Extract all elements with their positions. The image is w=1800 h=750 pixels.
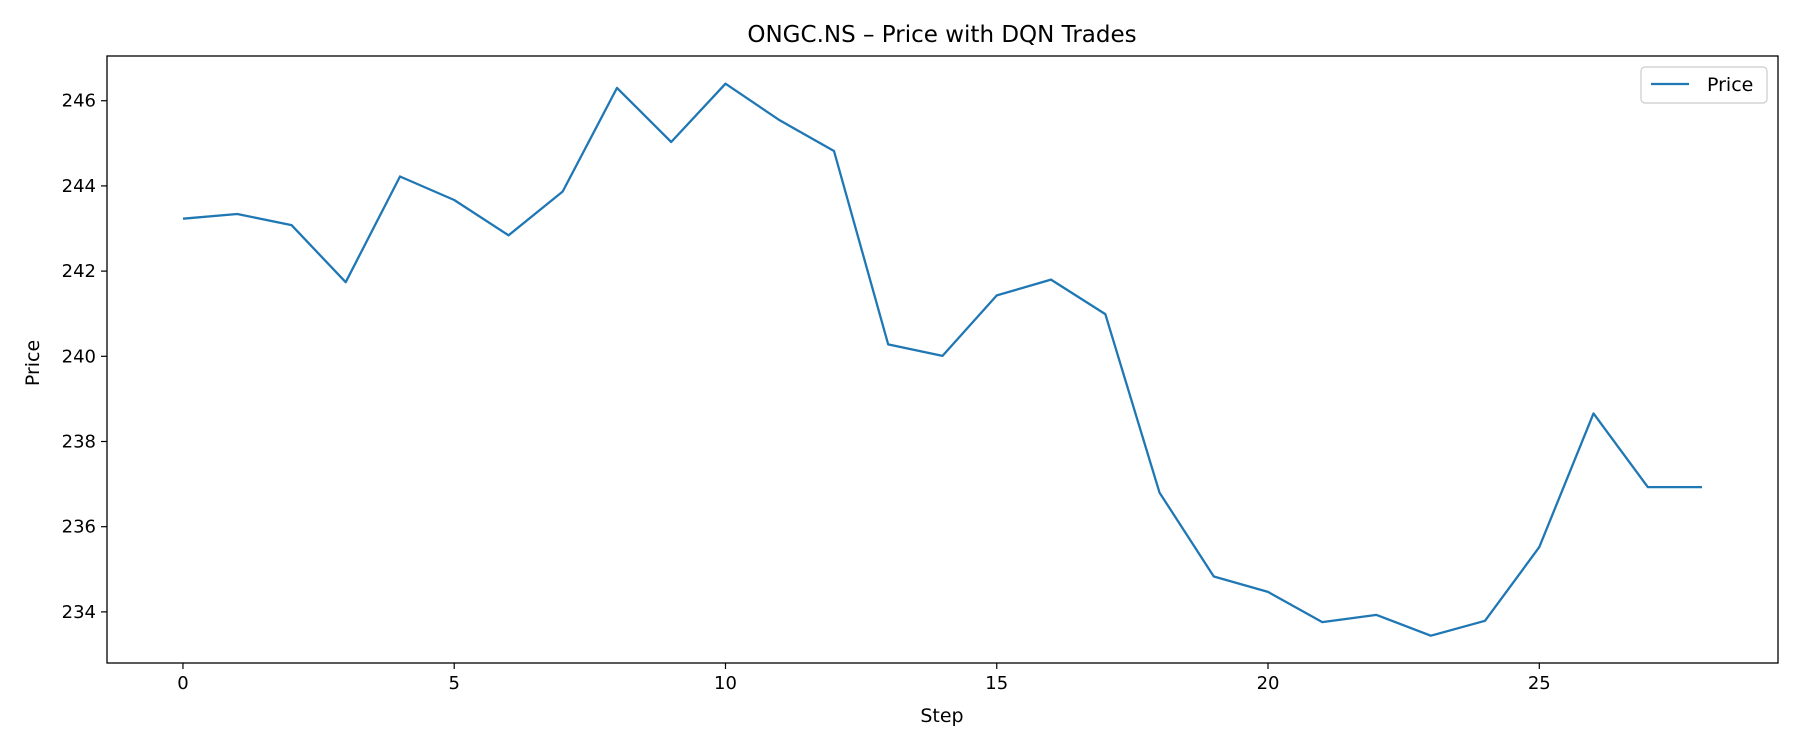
legend-entry-price: Price xyxy=(1707,74,1753,96)
legend-box xyxy=(1640,66,1768,104)
x-axis: 0 5 10 15 20 25 xyxy=(177,663,1551,694)
y-tick-label: 244 xyxy=(62,176,96,197)
x-axis-label: Step xyxy=(920,705,963,727)
plot-frame xyxy=(106,55,1779,664)
y-tick-label: 240 xyxy=(62,346,96,367)
y-tick-label: 246 xyxy=(62,91,96,112)
y-tick-label: 234 xyxy=(62,602,96,623)
plot-area xyxy=(182,82,1702,637)
y-tick-label: 238 xyxy=(62,431,96,452)
x-tick-label: 20 xyxy=(1257,673,1280,694)
y-axis: 234 236 238 240 242 244 246 xyxy=(62,91,107,623)
y-axis-label: Price xyxy=(22,340,44,386)
y-tick-label: 236 xyxy=(62,517,96,538)
x-tick-label: 10 xyxy=(714,673,737,694)
x-tick-label: 15 xyxy=(985,673,1008,694)
x-tick-label: 0 xyxy=(177,673,188,694)
y-tick-label: 242 xyxy=(62,261,96,282)
price-series-line xyxy=(182,82,1702,637)
legend: Price xyxy=(1640,66,1768,104)
x-tick-label: 5 xyxy=(448,673,459,694)
x-tick-label: 25 xyxy=(1528,673,1551,694)
chart-title: ONGC.NS – Price with DQN Trades xyxy=(747,22,1136,48)
